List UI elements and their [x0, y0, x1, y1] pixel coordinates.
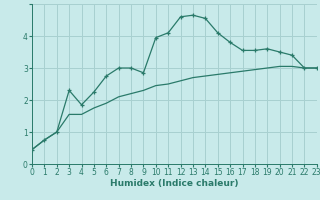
X-axis label: Humidex (Indice chaleur): Humidex (Indice chaleur): [110, 179, 239, 188]
